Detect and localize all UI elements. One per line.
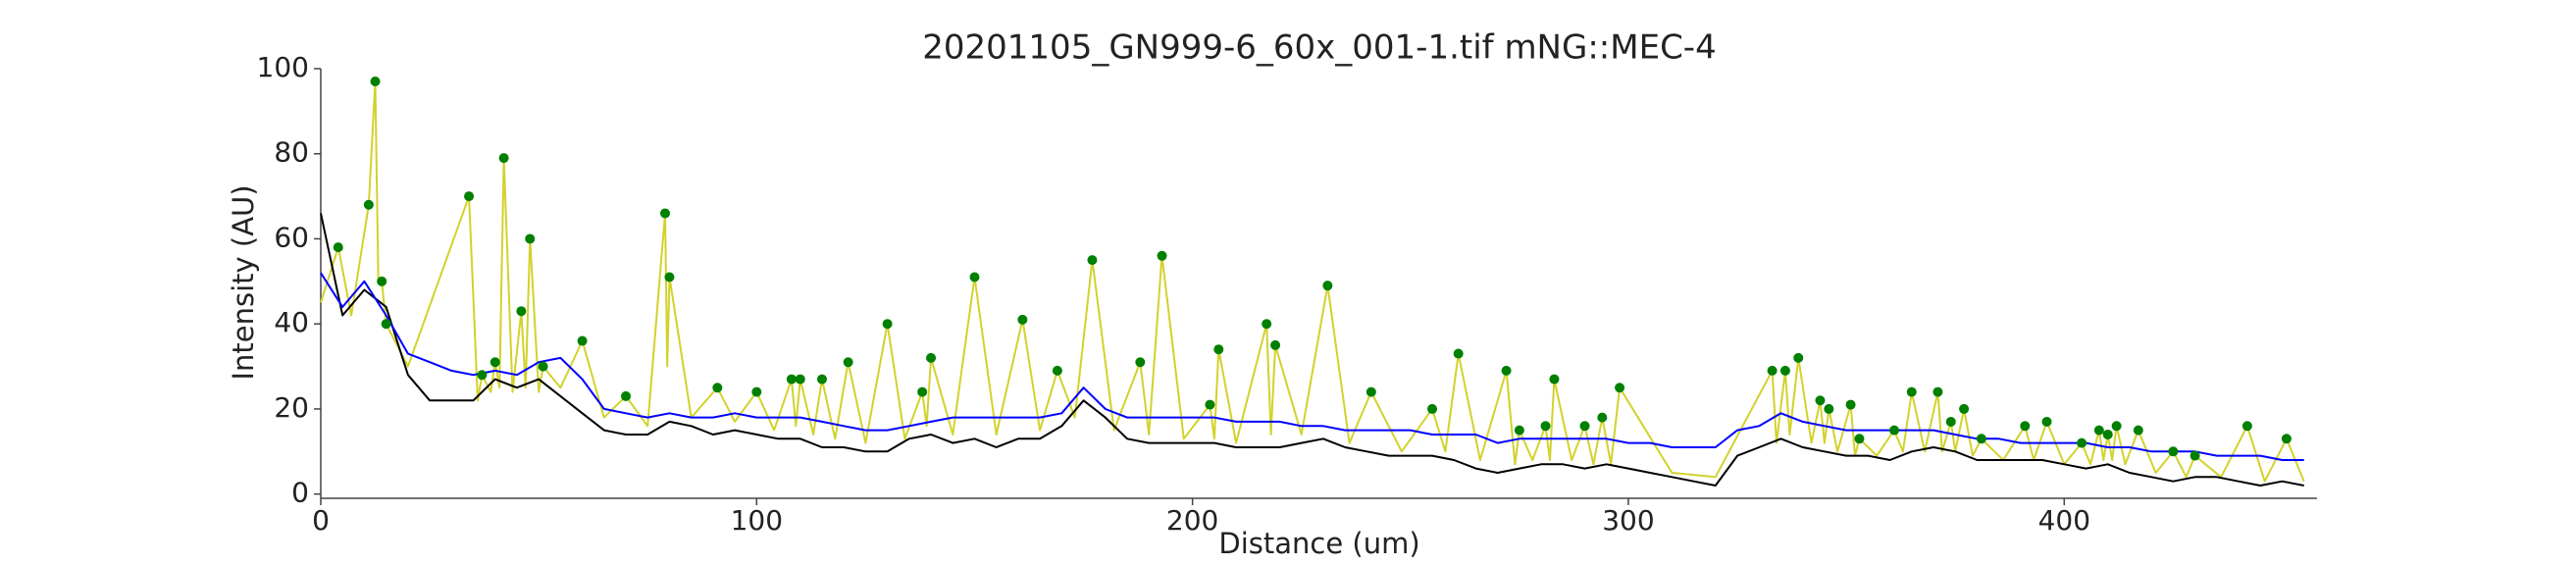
y-tick-label: 100 [257,51,309,83]
x-tick-label: 100 [731,504,783,537]
peak-point [1945,416,1956,427]
series-line [320,272,2304,461]
peak-point [1815,395,1826,406]
peak-point [1213,344,1224,355]
peak-point [969,272,980,282]
chart-title: 20201105_GN999-6_60x_001-1.tif mNG::MEC-… [922,28,1716,68]
peak-point [1540,421,1551,432]
peak-point [1205,399,1215,410]
peak-point [1779,365,1790,376]
peak-point [1501,365,1512,376]
peak-point [363,199,374,210]
peak-point [816,374,827,385]
x-tick-label: 300 [1602,504,1654,537]
peak-point [1322,281,1333,291]
y-tick-label: 60 [274,221,309,253]
peak-point [1854,434,1865,444]
peak-point [1597,412,1608,423]
peak-point [795,374,805,385]
peak-point [1365,386,1376,397]
peak-point [489,357,500,368]
y-tick-label: 0 [291,477,309,509]
peak-point [1427,403,1438,414]
peak-point [1052,365,1062,376]
peak-point [1135,357,1146,368]
peak-point [2093,425,2104,436]
series-line [320,213,2304,487]
peak-point [1157,250,1167,261]
peak-point [516,306,527,317]
peak-point [377,276,387,286]
x-axis-label: Distance (um) [1218,527,1419,560]
peak-point [660,208,671,219]
peak-point [2077,437,2087,448]
peak-point [538,361,548,372]
peak-point [370,77,381,87]
peak-point [477,370,488,381]
peak-point [2281,434,2292,444]
y-tick-label: 80 [274,136,309,169]
peak-point [464,191,475,202]
peak-point [2168,446,2179,457]
x-tick-label: 0 [312,504,330,537]
peak-point [1932,386,1943,397]
x-tick-label: 400 [2038,504,2090,537]
peak-point [843,357,853,368]
peak-point [1615,383,1625,393]
peak-point [577,335,588,346]
peak-point [2133,425,2143,436]
x-tick-label: 200 [1166,504,1218,537]
peak-point [1270,339,1281,350]
peak-point [1017,314,1028,325]
peak-point [2020,421,2031,432]
peak-point [2102,429,2113,439]
peak-point [1767,365,1777,376]
peak-point [712,383,723,393]
peak-point [1549,374,1560,385]
peak-point [751,386,762,397]
peak-point [1262,319,1272,330]
peak-point [2241,421,2252,432]
peak-point [1889,425,1900,436]
peak-point [1453,348,1464,359]
peak-point [926,352,937,363]
peak-point [333,242,343,253]
peak-point [1793,352,1804,363]
peak-point [1845,399,1856,410]
peak-point [917,386,928,397]
peak-point [664,272,675,282]
peak-point [621,390,632,401]
peak-point [381,319,391,330]
series-line [320,80,2305,483]
y-tick-label: 40 [274,306,309,338]
peak-point [1579,421,1590,432]
peak-point [1087,255,1098,266]
peak-point [1824,403,1834,414]
peak-point [1514,425,1524,436]
peak-point [498,153,509,164]
peak-point [525,233,536,244]
peak-point [2111,421,2122,432]
peak-point [1906,386,1917,397]
y-axis-label: Intensity (AU) [227,184,260,380]
peak-point [1959,403,1970,414]
peak-point [2041,416,2052,427]
peak-point [2190,450,2200,461]
peak-point [1976,434,1986,444]
peak-point [882,319,893,330]
peak-point [786,374,797,385]
y-tick-label: 20 [274,391,309,424]
